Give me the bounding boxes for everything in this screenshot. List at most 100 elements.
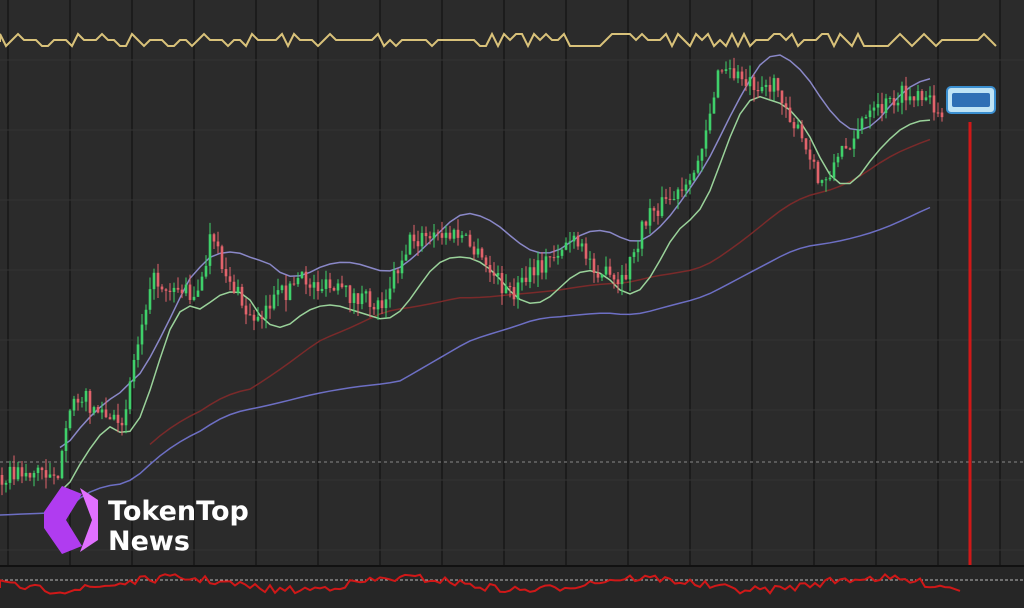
candle: [308, 284, 312, 288]
candle: [0, 475, 4, 485]
candle: [272, 294, 276, 309]
candle: [492, 272, 496, 276]
candle: [176, 287, 180, 290]
candle: [656, 210, 660, 216]
candle: [856, 129, 860, 139]
candle: [548, 256, 552, 258]
lower-panel: [0, 566, 1024, 608]
candle: [464, 234, 468, 236]
candle: [160, 286, 164, 290]
candle: [660, 197, 664, 216]
candle: [520, 277, 524, 283]
candle: [912, 96, 916, 101]
ma-slow: [0, 206, 931, 516]
candle: [696, 160, 700, 173]
candle: [40, 467, 44, 471]
logo-right: [80, 488, 98, 552]
candle: [640, 221, 644, 249]
candle: [768, 84, 772, 92]
candle: [20, 467, 24, 477]
candle: [172, 287, 176, 293]
oscillator: [0, 572, 961, 595]
candle: [620, 274, 624, 285]
candle: [560, 249, 564, 256]
candle: [320, 288, 324, 292]
candle: [180, 289, 184, 294]
candle: [884, 98, 888, 113]
candle: [32, 473, 36, 478]
candle: [132, 359, 136, 382]
candle: [48, 474, 52, 478]
candle: [256, 316, 260, 321]
candle: [224, 269, 228, 277]
candle: [916, 91, 920, 101]
candle: [268, 305, 272, 309]
candle: [860, 118, 864, 130]
candle: [760, 86, 764, 92]
candle: [472, 246, 476, 255]
candle: [828, 177, 832, 180]
candle: [552, 257, 556, 259]
candle: [64, 428, 68, 451]
candle: [796, 124, 800, 129]
candle: [152, 272, 156, 290]
logo-text-1: TokenTop: [108, 496, 249, 527]
candle: [748, 77, 752, 87]
candle: [540, 260, 544, 273]
candle: [44, 470, 48, 478]
candle: [436, 232, 440, 234]
candle: [820, 180, 824, 183]
candle: [644, 221, 648, 226]
candle: [484, 257, 488, 265]
candle: [672, 199, 676, 201]
candle: [792, 122, 796, 129]
candle: [168, 290, 172, 293]
candle: [780, 90, 784, 104]
candle: [840, 145, 844, 157]
candle: [332, 287, 336, 291]
candle: [504, 286, 508, 294]
candle: [80, 401, 84, 403]
candle: [596, 272, 600, 278]
candle: [872, 107, 876, 111]
candle: [448, 232, 452, 239]
candle: [720, 70, 724, 72]
candle: [188, 284, 192, 300]
candle: [740, 71, 744, 80]
badge-inner: [952, 93, 990, 107]
candle: [340, 283, 344, 288]
candle: [208, 234, 212, 266]
candle: [744, 79, 748, 87]
candle: [580, 243, 584, 247]
candle: [292, 283, 296, 285]
candle: [688, 180, 692, 185]
candle: [488, 264, 492, 273]
candle: [300, 271, 304, 279]
candle: [4, 482, 8, 485]
candle: [260, 316, 264, 319]
candle: [772, 78, 776, 92]
candle: [816, 161, 820, 183]
candle: [432, 232, 436, 239]
candle: [192, 296, 196, 300]
candle: [864, 117, 868, 119]
candle: [712, 97, 716, 114]
logo: TokenTop News: [44, 486, 249, 557]
candle: [716, 70, 720, 98]
candle: [200, 276, 204, 291]
candle: [416, 241, 420, 247]
candle: [148, 289, 152, 310]
candle: [440, 233, 444, 238]
candle: [380, 300, 384, 309]
candle: [936, 112, 940, 114]
candle: [516, 282, 520, 300]
candle: [544, 256, 548, 273]
candle: [404, 254, 408, 261]
candle: [904, 85, 908, 101]
candle: [136, 344, 140, 360]
candle: [184, 284, 188, 294]
candle: [920, 91, 924, 101]
candle: [348, 285, 352, 304]
candle: [120, 422, 124, 426]
candle: [632, 252, 636, 257]
